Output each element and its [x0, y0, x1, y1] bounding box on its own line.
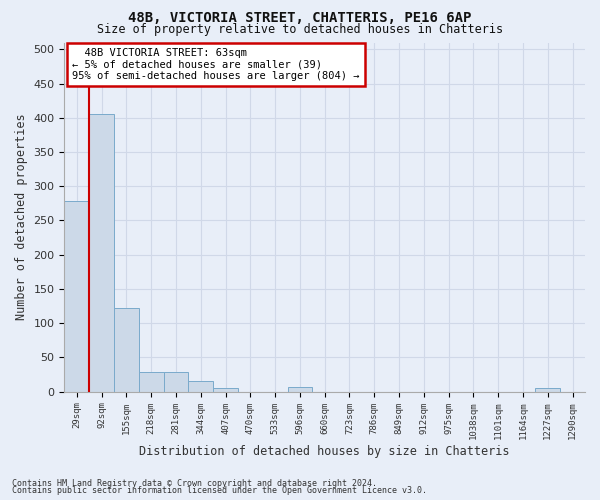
Text: Contains public sector information licensed under the Open Government Licence v3: Contains public sector information licen…: [12, 486, 427, 495]
Bar: [188, 382, 213, 392]
Text: Contains HM Land Registry data © Crown copyright and database right 2024.: Contains HM Land Registry data © Crown c…: [12, 478, 377, 488]
Bar: [213, 388, 238, 392]
Bar: [287, 388, 313, 392]
Y-axis label: Number of detached properties: Number of detached properties: [15, 114, 28, 320]
Bar: [114, 308, 139, 392]
Text: 48B, VICTORIA STREET, CHATTERIS, PE16 6AP: 48B, VICTORIA STREET, CHATTERIS, PE16 6A…: [128, 11, 472, 25]
Text: Size of property relative to detached houses in Chatteris: Size of property relative to detached ho…: [97, 22, 503, 36]
Bar: [64, 202, 89, 392]
Bar: [139, 372, 164, 392]
Text: 48B VICTORIA STREET: 63sqm  
← 5% of detached houses are smaller (39)
95% of sem: 48B VICTORIA STREET: 63sqm ← 5% of detac…: [72, 48, 360, 81]
Bar: [89, 114, 114, 392]
Bar: [535, 388, 560, 392]
X-axis label: Distribution of detached houses by size in Chatteris: Distribution of detached houses by size …: [139, 444, 510, 458]
Bar: [164, 372, 188, 392]
